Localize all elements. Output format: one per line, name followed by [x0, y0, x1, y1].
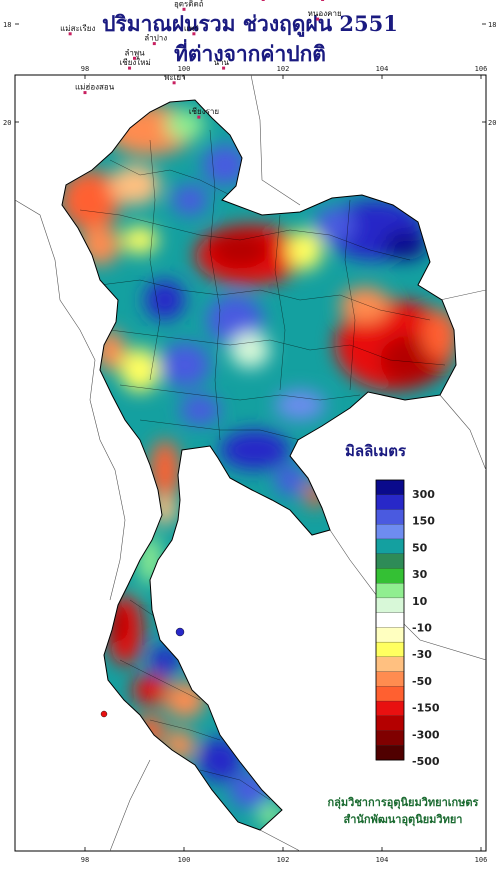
legend-label: -500	[412, 755, 440, 768]
legend-label: -30	[412, 648, 432, 661]
legend-swatch	[375, 597, 405, 614]
province-label: หนองคาย	[308, 9, 342, 18]
station-marker	[182, 7, 186, 11]
x-tick-label: 100	[178, 856, 191, 864]
legend-swatch	[375, 479, 405, 496]
legend-swatch	[375, 686, 405, 702]
y-tick-label: 20	[488, 119, 496, 127]
legend-label: 10	[412, 595, 428, 608]
x-tick-label: 102	[277, 856, 290, 864]
station-marker	[197, 115, 201, 119]
x-tick-label: 104	[376, 65, 389, 73]
x-tick-label: 98	[81, 856, 89, 864]
legend-swatch	[375, 671, 405, 687]
x-tick-label: 106	[475, 856, 488, 864]
coordinate-ticks: 9898100100102102104104106106202018181616…	[3, 21, 496, 864]
y-tick-label: 20	[3, 119, 11, 127]
credit-line-1: กลุ่มวิชาการอุตุนิยมวิทยาเกษตร	[328, 796, 479, 810]
legend-label: 150	[412, 515, 435, 528]
province-label: ลำพูน	[125, 48, 146, 58]
x-tick-label: 106	[475, 65, 488, 73]
legend-swatch	[375, 553, 405, 569]
legend-label: 300	[412, 488, 435, 501]
station-marker	[261, 0, 265, 1]
legend-swatch	[375, 524, 405, 540]
legend-title: มิลลิเมตร	[345, 442, 407, 460]
station-marker	[222, 66, 226, 70]
legend-labels: 300 150 50 30 10 -10 -30 -50 -150 -300 -500	[412, 488, 440, 768]
koh-samui-island	[175, 627, 185, 637]
legend-swatch	[375, 715, 405, 731]
legend: มิลลิเมตร 300 150 50 30 10 -10 -30 -50 -150 -300 -…	[345, 442, 440, 768]
province-label: อุตรดิตถ์	[174, 0, 204, 8]
map-title: ปริมาณฝนรวม ช่วงฤดูฝน 2551	[102, 11, 398, 36]
province-label: พะเยา	[164, 73, 185, 82]
station-marker	[133, 56, 136, 60]
map-subtitle: ที่ต่างจากค่าปกติ	[174, 41, 326, 66]
legend-label: 50	[412, 541, 428, 554]
phuket-island	[100, 710, 108, 718]
x-tick-label: 100	[178, 65, 191, 73]
station-marker	[128, 66, 132, 70]
legend-swatch	[375, 538, 405, 555]
station-marker	[321, 0, 325, 1]
station-marker	[316, 17, 320, 21]
legend-swatch	[375, 612, 405, 628]
province-label: น่าน	[214, 58, 230, 67]
province-label: ลำปาง	[144, 34, 167, 43]
province-label: แม่สะเรียง	[60, 24, 95, 33]
legend-swatch	[375, 568, 405, 584]
legend-swatch	[375, 583, 405, 599]
station-marker	[152, 42, 156, 46]
x-tick-label: 102	[277, 65, 290, 73]
legend-color-bar	[375, 479, 405, 761]
legend-swatch	[375, 700, 405, 717]
province-label: แม่ฮ่องสอน	[75, 83, 115, 92]
station-marker	[68, 32, 72, 36]
legend-swatch	[375, 745, 405, 761]
legend-swatch	[375, 509, 405, 525]
x-tick-label: 98	[81, 65, 89, 73]
legend-label: -300	[412, 728, 440, 741]
legend-label: -10	[412, 622, 432, 635]
thailand-border	[61, 99, 457, 831]
legend-label: -150	[412, 702, 440, 715]
x-tick-label: 104	[376, 856, 389, 864]
legend-label: -50	[412, 675, 432, 688]
province-label: แพร่	[184, 24, 199, 33]
y-tick-label: 18	[488, 21, 496, 29]
legend-label: 30	[412, 568, 428, 581]
legend-swatch	[375, 656, 405, 673]
credit-line-2: สำนักพัฒนาอุตุนิยมวิทยา	[344, 813, 463, 827]
province-label: เชียงราย	[189, 107, 219, 116]
legend-swatch	[375, 730, 405, 746]
station-marker	[83, 91, 87, 95]
station-marker	[192, 32, 196, 36]
y-tick-label: 18	[3, 21, 11, 29]
legend-swatch	[375, 627, 405, 643]
province-label: เชียงใหม่	[120, 58, 151, 67]
station-marker	[172, 81, 176, 85]
legend-bar-outline	[375, 479, 405, 761]
legend-swatch	[375, 494, 405, 510]
legend-swatch	[375, 641, 405, 658]
